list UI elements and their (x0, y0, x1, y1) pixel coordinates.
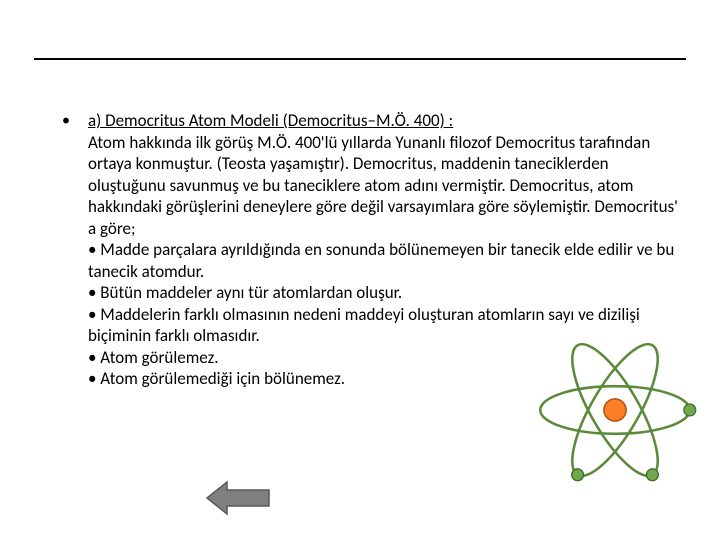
bullet-marker: • (60, 110, 88, 132)
electron-1 (684, 404, 696, 416)
back-arrow-icon[interactable] (205, 478, 275, 518)
arrow-shape (207, 482, 269, 514)
section-title: a) Democritus Atom Modeli (Democritus–M.… (88, 110, 453, 131)
nucleus (604, 399, 626, 421)
electron-2 (644, 467, 660, 483)
electron-3 (569, 467, 585, 483)
atom-diagram-icon (530, 325, 700, 495)
top-horizontal-rule (34, 58, 686, 60)
